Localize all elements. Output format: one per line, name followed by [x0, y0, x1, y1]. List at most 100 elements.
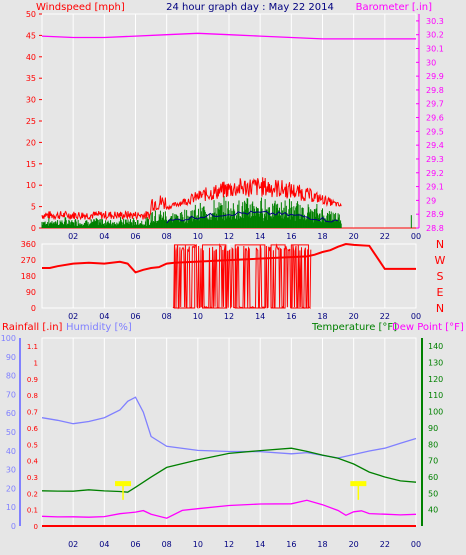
rain-tick-label: 0.6 — [27, 425, 39, 433]
y-right-tick-label: 29.9 — [426, 72, 444, 81]
x-tick-label: 06 — [130, 232, 140, 241]
x-tick-label: 22 — [380, 232, 390, 241]
y-right-tick-label: 29.8 — [426, 86, 444, 95]
humidity-tick-label: 40 — [6, 447, 16, 456]
y-right-tick-label: 29.5 — [426, 127, 444, 136]
y-left-tick-label: 0 — [31, 224, 36, 233]
x-tick-label: 00 — [411, 232, 421, 241]
direction-dense-block — [290, 244, 309, 309]
x-tick-label: 16 — [286, 540, 296, 549]
x-tick-label: 20 — [349, 232, 359, 241]
y-left-tick-label: 40 — [26, 53, 36, 62]
wind-direction-panel: 02 04 06 08 10 12 14 16 18 20 22 00 360 270 180 90 0 — [21, 240, 421, 321]
rainfall-axis-title: Rainfall [.in] — [2, 322, 63, 333]
y-left-tick-label: 50 — [26, 10, 36, 19]
humidity-tick-label: 70 — [6, 390, 16, 399]
x-tick-label: 06 — [130, 540, 140, 549]
humidity-axis-title: Humidity [%] — [66, 322, 132, 333]
x-tick-label: 02 — [68, 232, 78, 241]
y-left-tick-label: 35 — [26, 74, 36, 83]
direction-tick-label: 0 — [31, 304, 36, 313]
temperature-tick-label: 130 — [428, 359, 443, 368]
y-right-tick-label: 29.6 — [426, 114, 444, 123]
humidity-tick-label: 10 — [6, 503, 16, 512]
temperature-tick-label: 120 — [428, 375, 443, 384]
rain-tick-label: 0.8 — [27, 392, 38, 400]
x-tick-label: 04 — [99, 312, 109, 321]
dewpoint-axis-title: Dew Point [°F] — [392, 322, 464, 333]
humidity-tick-label: 20 — [6, 484, 16, 493]
x-tick-label: 12 — [224, 540, 234, 549]
rain-tick-label: 0.9 — [27, 376, 38, 384]
x-tick-label: 06 — [130, 312, 140, 321]
temperature-tick-label: 100 — [428, 408, 443, 417]
x-tick-label: 22 — [380, 540, 390, 549]
rain-tick-label: 0 — [34, 523, 38, 531]
x-tick-label: 14 — [255, 232, 265, 241]
direction-dense-block — [270, 244, 286, 309]
humidity-tick-label: 60 — [6, 409, 16, 418]
compass-label-n: N — [436, 302, 444, 315]
x-tick-label: 20 — [349, 312, 359, 321]
humidity-tick-label: 30 — [6, 466, 16, 475]
y-left-tick-label: 45 — [26, 31, 36, 40]
x-tick-label: 02 — [68, 540, 78, 549]
x-tick-label: 14 — [255, 312, 265, 321]
sunshine-marker — [350, 481, 367, 487]
rain-tick-label: 0.2 — [27, 490, 38, 498]
x-tick-label: 20 — [349, 540, 359, 549]
x-tick-label: 18 — [317, 540, 327, 549]
y-right-tick-label: 30.2 — [426, 31, 444, 40]
direction-dense-block — [173, 244, 196, 309]
y-right-tick-label: 29.4 — [426, 141, 444, 150]
x-tick-label: 16 — [286, 232, 296, 241]
x-tick-label: 04 — [99, 540, 109, 549]
y-right-tick-label: 28.9 — [426, 210, 444, 219]
y-right-tick-label: 30 — [426, 58, 436, 67]
y-left-tick-label: 20 — [26, 138, 36, 147]
wind-barometer-panel: 02 04 06 08 10 12 14 16 18 20 22 000510152025303540… — [26, 10, 444, 241]
rain-tick-label: 0.7 — [27, 409, 38, 417]
x-tick-label: 12 — [224, 232, 234, 241]
y-right-tick-label: 29.1 — [426, 183, 444, 192]
humidity-line — [41, 396, 417, 459]
y-left-tick-label: 15 — [26, 160, 36, 169]
rain-tick-label: 0.3 — [27, 474, 38, 482]
temperature-tick-label: 40 — [428, 506, 438, 515]
y-right-tick-label: 28.8 — [426, 224, 444, 233]
dewpoint-line — [41, 499, 417, 519]
x-tick-label: 08 — [162, 540, 172, 549]
y-right-tick-label: 29.3 — [426, 155, 444, 164]
temperature-tick-label: 60 — [428, 473, 438, 482]
x-tick-label: 16 — [286, 312, 296, 321]
temperature-axis-title: Temperature [°F] — [311, 322, 397, 333]
direction-line — [42, 242, 416, 274]
temperature-tick-label: 50 — [428, 489, 438, 498]
rain-humidity-temp-panel: 02 04 06 08 10 12 14 16 18 20 22 000102030405060708… — [1, 334, 444, 549]
humidity-tick-label: 50 — [6, 428, 16, 437]
temperature-tick-label: 80 — [428, 440, 438, 449]
sunshine-marker — [115, 481, 132, 487]
y-left-tick-label: 5 — [31, 203, 36, 212]
y-right-tick-label: 30.1 — [426, 45, 444, 54]
x-tick-label: 18 — [317, 312, 327, 321]
temperature-line — [41, 447, 417, 493]
humidity-tick-label: 0 — [11, 522, 16, 531]
windspeed-axis-title: Windspeed [mph] — [36, 2, 125, 13]
x-tick-label: 10 — [193, 232, 203, 241]
x-tick-label: 10 — [193, 312, 203, 321]
y-right-tick-label: 29.7 — [426, 100, 444, 109]
barometer-line — [41, 32, 416, 40]
rain-tick-label: 1.1 — [27, 343, 38, 351]
x-tick-label: 02 — [68, 312, 78, 321]
temperature-tick-label: 110 — [428, 391, 443, 400]
direction-tick-label: 180 — [21, 272, 36, 281]
compass-label-w: W — [435, 254, 446, 267]
compass-label-n: N — [436, 238, 444, 251]
y-left-tick-label: 30 — [26, 96, 36, 105]
direction-tick-label: 90 — [26, 288, 36, 297]
compass-label-s: S — [437, 270, 444, 283]
x-tick-label: 00 — [411, 312, 421, 321]
x-tick-label: 00 — [411, 540, 421, 549]
